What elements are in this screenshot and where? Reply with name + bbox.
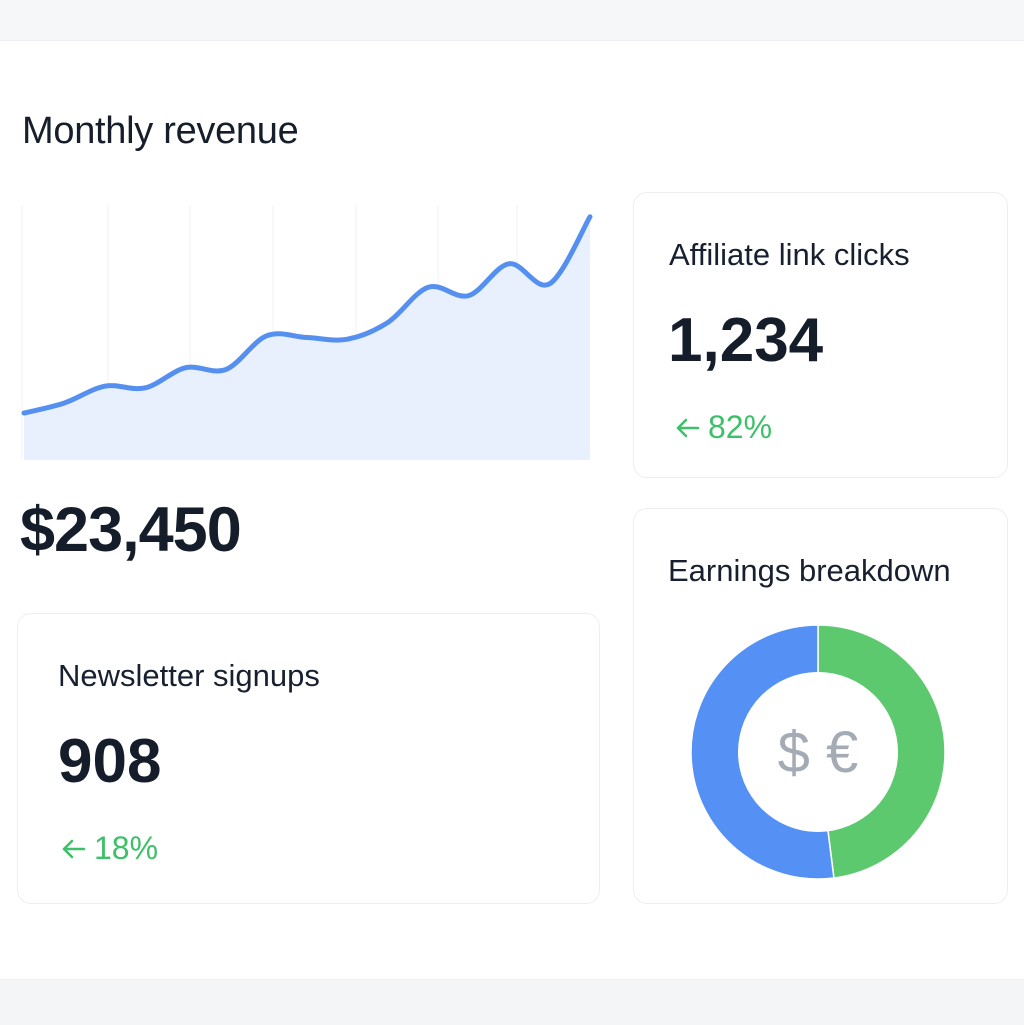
card-title: Earnings breakdown	[668, 553, 951, 588]
top-bar	[0, 0, 1024, 41]
arrow-left-icon	[676, 418, 700, 437]
page-title: Monthly revenue	[22, 110, 299, 152]
delta-badge: 82%	[674, 409, 772, 446]
donut-hole	[738, 672, 898, 832]
delta-value: 18%	[94, 830, 159, 866]
revenue-value: $23,450	[20, 495, 242, 565]
revenue-chart[interactable]	[20, 205, 598, 460]
currency-icons: $ €	[778, 720, 859, 785]
affiliate-clicks-card[interactable]: Affiliate link clicks 1,234 82%	[633, 192, 1008, 478]
card-value: 908	[58, 727, 162, 796]
bottom-bar	[0, 979, 1024, 1025]
card-title: Newsletter signups	[58, 658, 320, 693]
delta-badge: 18%	[60, 830, 158, 867]
earnings-donut-chart[interactable]: $ €	[690, 624, 946, 880]
card-title: Affiliate link clicks	[669, 237, 910, 272]
newsletter-signups-card[interactable]: Newsletter signups 908 18%	[17, 613, 600, 904]
revenue-line	[21, 214, 593, 416]
arrow-left-icon	[62, 839, 86, 858]
delta-value: 82%	[708, 409, 773, 445]
card-value: 1,234	[668, 306, 824, 375]
